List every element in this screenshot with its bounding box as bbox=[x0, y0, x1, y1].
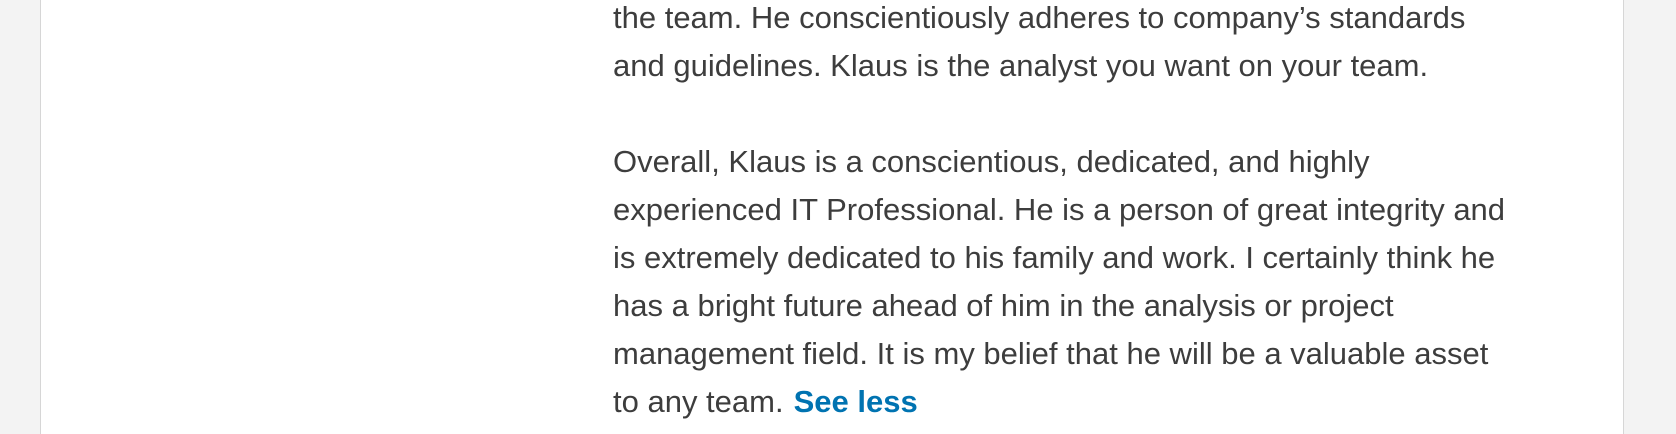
recommendation-text: the team. He conscientiously adheres to … bbox=[613, 0, 1513, 426]
recommendation-paragraph-final: Overall, Klaus is a conscientious, dedic… bbox=[613, 138, 1513, 426]
recommendation-paragraph-text: Overall, Klaus is a conscientious, dedic… bbox=[613, 144, 1506, 419]
recommendation-paragraph: the team. He conscientiously adheres to … bbox=[613, 0, 1466, 83]
see-less-link[interactable]: See less bbox=[793, 384, 918, 419]
recommendation-card: the team. He conscientiously adheres to … bbox=[40, 0, 1624, 434]
